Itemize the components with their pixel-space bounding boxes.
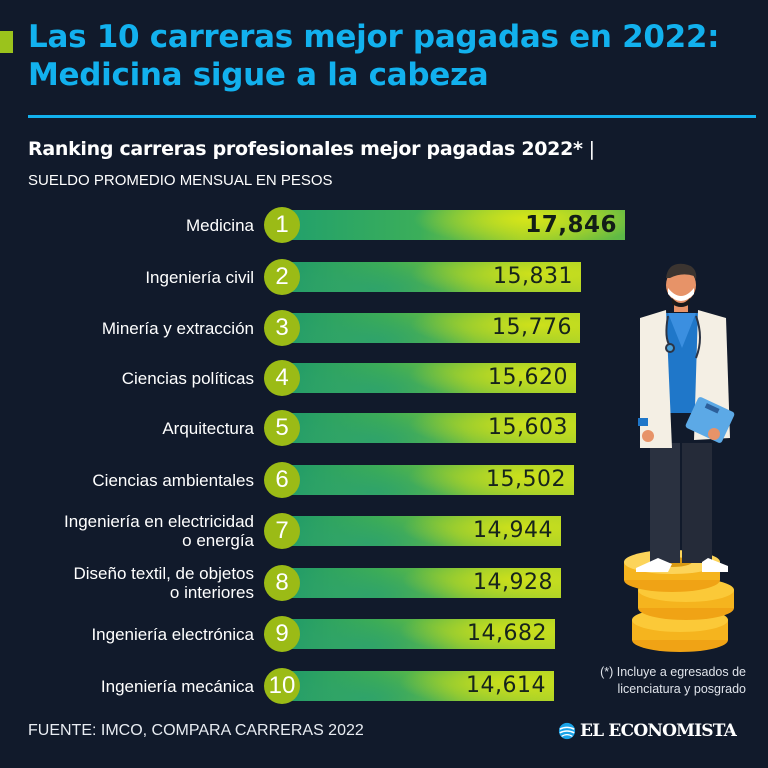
bar-label: Medicina — [186, 205, 254, 245]
bar-label: Ingeniería civil — [145, 257, 254, 297]
rank-badge: 9 — [264, 616, 300, 652]
bar-label-line: Ingeniería civil — [145, 267, 254, 287]
bar-label: Ciencias políticas — [122, 358, 254, 398]
bar-label-line: Ciencias ambientales — [92, 470, 254, 490]
bar-label-line: o energía — [182, 531, 254, 550]
bar-row: Minería y extracción 15,776 3 — [0, 308, 640, 348]
bar: 14,614 — [282, 671, 554, 701]
bar-value: 14,682 — [467, 621, 547, 646]
bar-value: 15,620 — [488, 365, 568, 390]
bar-label: Arquitectura — [162, 408, 254, 448]
footnote: (*) Incluye a egresados de licenciatura … — [578, 664, 746, 698]
rank-badge: 3 — [264, 310, 300, 346]
bar-value: 15,776 — [492, 315, 572, 340]
bar-label-line: Ingeniería en electricidad — [64, 512, 254, 531]
bar-label: Minería y extracción — [102, 308, 254, 348]
bar: 15,831 — [282, 262, 581, 292]
title-separator: | — [588, 138, 595, 160]
rank-badge: 2 — [264, 259, 300, 295]
rank-badge: 4 — [264, 360, 300, 396]
bar-row: Medicina 17,846 1 — [0, 205, 640, 245]
chart-title: Ranking carreras profesionales mejor pag… — [28, 138, 595, 160]
rank-badge: 10 — [264, 668, 300, 704]
bar-row: Arquitectura 15,603 5 — [0, 408, 640, 448]
bar-value: 14,614 — [466, 673, 546, 698]
rank-badge: 7 — [264, 513, 300, 549]
el-economista-logo: EL ECONOMISTA — [558, 721, 737, 741]
bar-label: Diseño textil, de objetos o interiores — [74, 563, 255, 603]
bar: 17,846 — [282, 210, 625, 240]
bar-label-line: Medicina — [185, 215, 254, 235]
bar: 15,502 — [282, 465, 574, 495]
bar: 15,603 — [282, 413, 576, 443]
bar-row: Ingeniería civil 15,831 2 — [0, 257, 640, 297]
bar-label-line: o interiores — [169, 583, 254, 602]
bar-label-line: Ingeniería mecánica — [100, 676, 254, 696]
bar-label-line: Minería y extracción — [101, 318, 254, 338]
bar-label: Ingeniería electrónica — [91, 614, 254, 654]
bar: 14,944 — [282, 516, 561, 546]
chart-units-label: SUELDO PROMEDIO MENSUAL EN PESOS — [28, 172, 333, 189]
footnote-line: (*) Incluye a egresados de — [600, 665, 746, 679]
globe-icon — [558, 722, 576, 740]
bar-row: Ciencias ambientales 15,502 6 — [0, 460, 640, 500]
bar: 15,620 — [282, 363, 576, 393]
bar-label-line: Arquitectura — [162, 418, 254, 438]
rank-badge: 6 — [264, 462, 300, 498]
bar-value: 15,831 — [493, 264, 573, 289]
bar: 15,776 — [282, 313, 580, 343]
bar-value: 15,502 — [486, 467, 566, 492]
bar-label: Ingeniería en electricidad o energía — [64, 511, 254, 551]
bar-value: 14,944 — [473, 518, 553, 543]
chart-title-text: Ranking carreras profesionales mejor pag… — [28, 138, 583, 160]
bar-row: Ciencias políticas 15,620 4 — [0, 358, 640, 398]
rank-badge: 8 — [264, 565, 300, 601]
bar-row: Ingeniería en electricidad o energía 14,94… — [0, 511, 640, 551]
bar-label-line: Ciencias políticas — [121, 368, 254, 388]
bar-label-line: Ingeniería electrónica — [91, 624, 254, 644]
bar: 14,682 — [282, 619, 555, 649]
bar-label: Ciencias ambientales — [92, 460, 254, 500]
bar: 14,928 — [282, 568, 561, 598]
bar-label: Ingeniería mecánica — [101, 666, 254, 706]
page-title: Las 10 carreras mejor pagadas en 2022: M… — [28, 19, 720, 93]
bar-value: 17,846 — [525, 212, 617, 238]
bar-label-line: Diseño textil, de objetos — [73, 564, 255, 583]
source-note: FUENTE: IMCO, COMPARA CARRERAS 2022 — [28, 722, 364, 739]
rank-badge: 1 — [264, 207, 300, 243]
bar-row: Ingeniería electrónica 14,682 9 — [0, 614, 640, 654]
bar-value: 14,928 — [473, 570, 553, 595]
logo-text: EL ECONOMISTA — [580, 721, 737, 741]
doctor-on-coins-icon — [624, 263, 735, 652]
rank-badge: 5 — [264, 410, 300, 446]
bar-value: 15,603 — [488, 415, 568, 440]
bar-row: Ingeniería mecánica 14,614 10 — [0, 666, 640, 706]
footnote-line: licenciatura y posgrado — [617, 682, 746, 696]
title-accent-bar — [0, 31, 13, 53]
title-divider — [28, 115, 756, 118]
bar-row: Diseño textil, de objetos o interiores 14,… — [0, 563, 640, 603]
